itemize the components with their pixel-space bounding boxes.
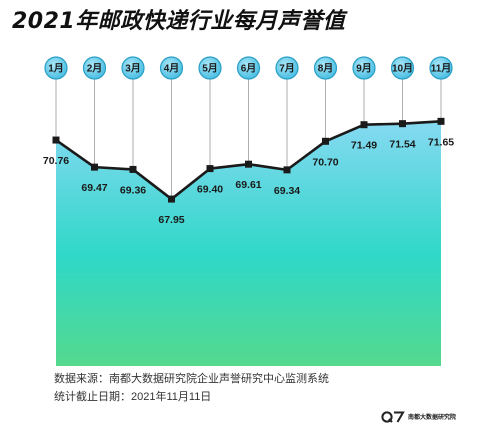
data-label: 71.54 (389, 139, 415, 151)
data-label: 69.40 (197, 184, 223, 196)
data-label: 69.61 (235, 179, 261, 191)
data-point-marker (129, 165, 137, 173)
x-tick-label: 2月 (87, 63, 103, 75)
data-point-marker (437, 117, 445, 125)
data-point-marker (91, 163, 98, 171)
data-label: 67.95 (158, 214, 184, 226)
x-tick-label: 7月 (279, 63, 295, 75)
data-point-marker (52, 136, 60, 144)
month-badge: 3月 (121, 56, 145, 80)
month-badge: 11月 (429, 56, 453, 80)
data-point-marker (399, 120, 406, 128)
x-tick-label: 9月 (356, 63, 372, 75)
logo-text: 南都大数据研究院 (408, 415, 457, 421)
data-label: 69.34 (274, 185, 300, 197)
data-label: 70.76 (43, 155, 69, 167)
x-tick-label: 8月 (318, 63, 334, 75)
x-tick-label: 3月 (125, 63, 141, 75)
data-label: 71.49 (351, 140, 377, 152)
month-badge: 6月 (236, 56, 261, 80)
cutoff-date-note: 统计截止日期：2021年11月11日 (54, 391, 212, 403)
x-tick-label: 1月 (48, 63, 64, 75)
x-tick-label: 4月 (164, 63, 180, 75)
month-badge: 4月 (159, 56, 184, 80)
data-point-marker (245, 160, 252, 168)
data-point-marker (360, 121, 368, 129)
x-tick-label: 5月 (202, 63, 218, 75)
data-point-marker (168, 195, 175, 203)
data-label: 69.36 (120, 184, 146, 196)
x-tick-label: 11月 (431, 63, 452, 75)
x-tick-label: 10月 (392, 63, 413, 75)
data-label: 70.70 (312, 156, 338, 168)
month-badge: 8月 (313, 56, 338, 80)
data-point-marker (206, 165, 214, 173)
data-label: 69.47 (81, 182, 107, 194)
data-point-marker (322, 137, 329, 145)
data-label: 71.65 (428, 136, 454, 148)
month-badge: 1月 (44, 56, 68, 80)
data-point-marker (283, 166, 291, 174)
logo-mark-icon (381, 411, 405, 423)
source-note: 数据来源：南都大数据研究院企业声誉研究中心监测系统 (54, 373, 329, 385)
month-badge: 5月 (198, 56, 222, 80)
month-badge: 9月 (352, 56, 376, 80)
month-badge: 2月 (82, 56, 107, 80)
area-fill (56, 121, 441, 366)
x-tick-label: 6月 (241, 63, 257, 75)
month-badge: 7月 (275, 56, 299, 80)
month-badge: 10月 (390, 56, 415, 80)
chart-title: 2021年邮政快递行业每月声誉值 (12, 9, 346, 34)
